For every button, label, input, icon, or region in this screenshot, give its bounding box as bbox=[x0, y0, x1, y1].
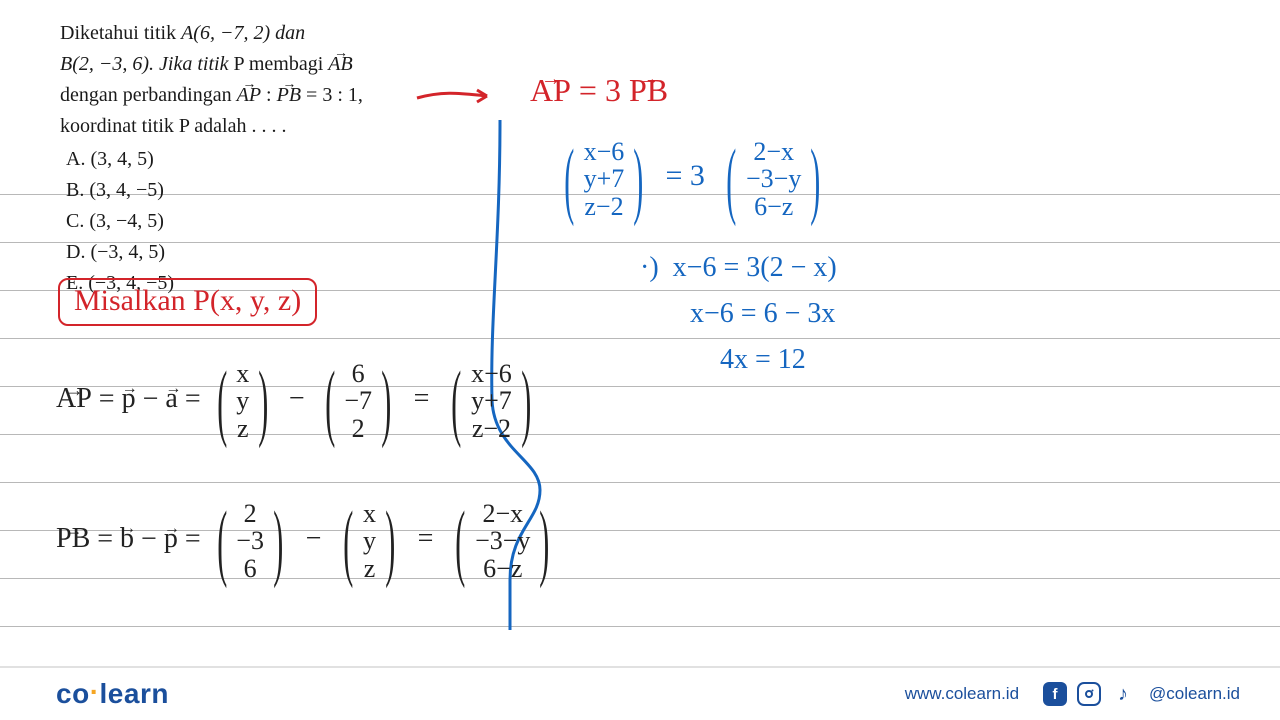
option-d: D. (−3, 4, 5) bbox=[66, 237, 363, 268]
hand-text: = bbox=[185, 523, 208, 554]
problem-text: P membagi bbox=[233, 53, 328, 75]
hand-text: Misalkan P(x, y, z) bbox=[58, 278, 317, 326]
matrix-left: ( x−6 y+7 z−2 ) bbox=[555, 138, 653, 220]
vector-pb: →PB bbox=[277, 80, 301, 111]
matrix-right: ( 2−x −3−y 6−z ) bbox=[717, 138, 830, 220]
logo-dot-icon: · bbox=[90, 676, 100, 707]
instagram-icon[interactable] bbox=[1077, 682, 1101, 706]
hand-text: = 3 bbox=[665, 159, 704, 192]
problem-text: = 3 : 1, bbox=[306, 84, 363, 106]
problem-text: koordinat titik P adalah . . . . bbox=[60, 111, 363, 142]
vector-a: →a bbox=[165, 383, 177, 415]
problem-text: dengan perbandingan bbox=[60, 84, 237, 106]
black-ap-equation: →AP = →p − →a = ( x y z ) − ( 6 −7 2 ) =… bbox=[56, 360, 540, 442]
matrix-cell: z bbox=[236, 415, 249, 442]
hand-text: = bbox=[99, 383, 122, 414]
option-a: A. (3, 4, 5) bbox=[66, 144, 363, 175]
hand-text: = bbox=[414, 383, 430, 414]
blue-step-1: ·) x−6 = 3(2 − x) bbox=[640, 252, 837, 284]
matrix-cell: z bbox=[363, 555, 376, 582]
matrix-p: ( x y z ) bbox=[208, 360, 278, 442]
matrix-cell: 6 bbox=[236, 555, 264, 582]
hand-text: − bbox=[141, 523, 164, 554]
vector-p2: →p bbox=[164, 523, 178, 555]
hand-text: = bbox=[97, 523, 120, 554]
matrix-cell: x−6 bbox=[584, 138, 625, 165]
blue-matrix-equation: ( x−6 y+7 z−2 ) = 3 ( 2−x −3−y 6−z ) bbox=[555, 138, 830, 220]
hand-text: − bbox=[289, 383, 305, 414]
matrix-pb-result: ( 2−x −3−y 6−z ) bbox=[446, 500, 559, 582]
matrix-cell: 2−x bbox=[746, 138, 801, 165]
rule-line bbox=[0, 626, 1280, 627]
matrix-p2: ( x y z ) bbox=[334, 500, 404, 582]
hand-text: = bbox=[185, 383, 208, 414]
tiktok-icon[interactable]: ♪ bbox=[1111, 682, 1135, 706]
rule-line bbox=[0, 338, 1280, 339]
matrix-cell: y bbox=[363, 527, 376, 554]
red-equation: →AP = 3 →PB bbox=[530, 72, 668, 109]
logo-text: learn bbox=[100, 678, 169, 709]
problem-text: B(2, −3, 6). Jika titik bbox=[60, 53, 233, 75]
matrix-cell: x bbox=[363, 500, 376, 527]
matrix-cell: 2 bbox=[344, 415, 372, 442]
vector-pb-hand2: →PB bbox=[56, 523, 90, 555]
problem-text: A(6, −7, 2) dan bbox=[181, 22, 305, 44]
matrix-cell: z−2 bbox=[584, 193, 625, 220]
problem-text: Diketahui titik bbox=[60, 22, 181, 44]
matrix-cell: 2 bbox=[236, 500, 264, 527]
vector-b: →b bbox=[120, 523, 134, 555]
blue-step-2: x−6 = 6 − 3x bbox=[690, 298, 835, 330]
vector-pb-hand: →PB bbox=[629, 72, 668, 109]
vector-p: →p bbox=[122, 383, 136, 415]
matrix-cell: −3−y bbox=[746, 165, 801, 192]
vector-ap: →AP bbox=[237, 80, 261, 111]
facebook-icon[interactable]: f bbox=[1043, 682, 1067, 706]
footer-links: www.colearn.id f ♪ @colearn.id bbox=[905, 682, 1240, 706]
matrix-cell: 6 bbox=[344, 360, 372, 387]
logo-text: co bbox=[56, 678, 90, 709]
hand-text: ·) bbox=[640, 252, 659, 283]
matrix-cell: z−2 bbox=[471, 415, 512, 442]
matrix-cell: 2−x bbox=[475, 500, 530, 527]
matrix-cell: 6−z bbox=[746, 193, 801, 220]
vector-ab: →AB bbox=[328, 49, 352, 80]
brand-logo: co·learn bbox=[56, 678, 169, 710]
rule-line bbox=[0, 482, 1280, 483]
answer-options: A. (3, 4, 5) B. (3, 4, −5) C. (3, −4, 5)… bbox=[60, 144, 363, 299]
matrix-a: ( 6 −7 2 ) bbox=[316, 360, 401, 442]
hand-text: − bbox=[143, 383, 166, 414]
hand-text: x−6 = 3(2 − x) bbox=[673, 252, 837, 283]
matrix-cell: −3−y bbox=[475, 527, 530, 554]
vector-ap-hand2: →AP bbox=[56, 383, 92, 415]
matrix-cell: 6−z bbox=[475, 555, 530, 582]
footer-url[interactable]: www.colearn.id bbox=[905, 684, 1019, 704]
matrix-cell: y bbox=[236, 387, 249, 414]
black-pb-equation: →PB = →b − →p = ( 2 −3 6 ) − ( x y z ) =… bbox=[56, 500, 559, 582]
matrix-cell: x bbox=[236, 360, 249, 387]
option-c: C. (3, −4, 5) bbox=[66, 206, 363, 237]
matrix-cell: y+7 bbox=[471, 387, 512, 414]
matrix-cell: x−6 bbox=[471, 360, 512, 387]
matrix-b: ( 2 −3 6 ) bbox=[208, 500, 293, 582]
matrix-cell: −3 bbox=[236, 527, 264, 554]
option-b: B. (3, 4, −5) bbox=[66, 175, 363, 206]
footer-handle[interactable]: @colearn.id bbox=[1149, 684, 1240, 704]
matrix-cell: y+7 bbox=[584, 165, 625, 192]
misalkan-box: Misalkan P(x, y, z) bbox=[58, 278, 317, 326]
problem-text: : bbox=[266, 84, 277, 106]
hand-text: − bbox=[306, 523, 322, 554]
hand-text: = 3 bbox=[579, 72, 629, 108]
matrix-ap-result: ( x−6 y+7 z−2 ) bbox=[442, 360, 540, 442]
red-arrow-icon bbox=[415, 82, 495, 112]
blue-step-3: 4x = 12 bbox=[720, 344, 806, 376]
matrix-cell: −7 bbox=[344, 387, 372, 414]
hand-text: = bbox=[418, 523, 434, 554]
footer: co·learn www.colearn.id f ♪ @colearn.id bbox=[0, 666, 1280, 720]
problem-statement: Diketahui titik A(6, −7, 2) dan B(2, −3,… bbox=[60, 18, 363, 299]
vector-ap-hand: →AP bbox=[530, 72, 571, 109]
